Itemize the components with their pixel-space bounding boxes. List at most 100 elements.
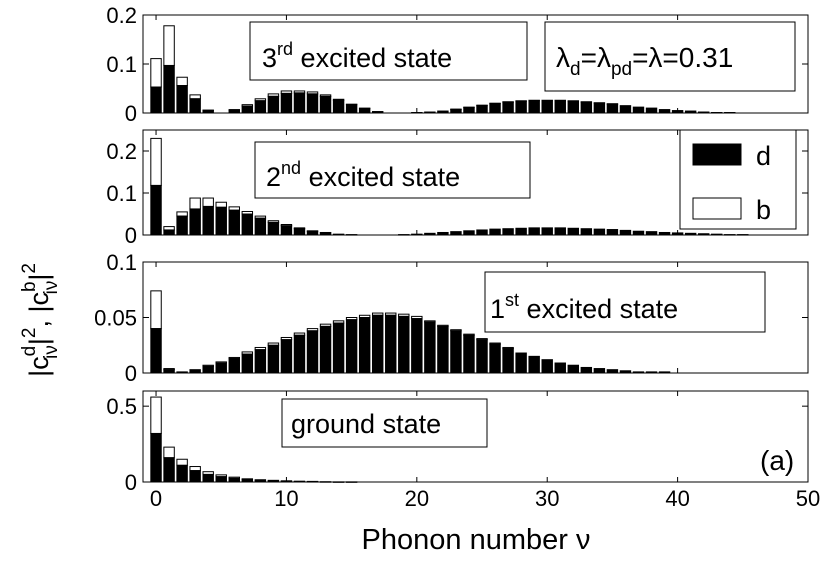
bar-b [163,446,175,459]
bar-d [489,103,501,114]
bar-b [189,197,201,210]
panel-2nd-excited-state: 0 0.1 0.2 [106,129,809,248]
bar-d [619,229,632,236]
bar-b [163,25,175,66]
bar-d [489,228,501,236]
parameter-text: λd=λpd=λ=0.31 [556,42,733,80]
bar-d [658,109,671,114]
bar-d [306,330,319,374]
bar-d [593,228,606,236]
bar-d [554,227,566,236]
bar-b [189,466,201,472]
title-box-ground: ground state [281,398,488,448]
bar-d [502,101,514,114]
bar-d [293,228,306,236]
title-box-2nd: 2nd excited state [254,141,531,199]
bar-d [515,352,527,374]
bar-d [176,85,188,114]
bar-d [515,100,527,114]
bar-d [371,314,384,374]
bar-d [580,228,593,236]
parameter-box: λd=λpd=λ=0.31 [544,21,796,92]
bar-d [150,328,162,374]
panel-label: (a) [760,445,794,476]
bar-b [150,58,162,88]
x-tick-label: 40 [665,486,689,511]
bar-d [267,344,280,374]
x-axis-label: Phonon number ν [362,524,591,556]
bar-d [189,98,201,114]
axes-frame [142,129,809,236]
bar-d [189,208,201,236]
bar-b [189,94,201,100]
bar-d [241,353,254,374]
bar-d [267,221,280,236]
bar-d [476,339,488,374]
bar-d [463,107,475,114]
y-tick-label: 0 [125,223,137,248]
y-tick-label: 0.2 [106,3,137,28]
bar-d [306,93,319,114]
bar-d [606,103,619,114]
bar-d [293,92,306,114]
legend-swatch-d [692,143,742,166]
bar-d [450,231,462,236]
axes-frame [142,390,809,483]
bar-d [593,368,606,374]
bar-d [385,314,397,374]
bar-d [345,104,358,114]
bar-d [580,101,593,114]
panel-ground-state: 0 0.5 0 10 20 30 40 50 [106,390,820,511]
bar-d [398,315,410,374]
bar-d [306,230,319,236]
bar-d [150,432,162,483]
bar-d [437,325,449,374]
bar-d [150,184,162,236]
y-tick-label: 0 [125,470,137,495]
bar-d [632,230,645,236]
title-ground-state: ground state [291,409,441,439]
title-3rd-excited-state: 3rd excited state [262,39,452,73]
bar-d [645,107,658,114]
bar-d [411,318,423,374]
bar-d [176,464,188,483]
bar-d [163,457,175,483]
bar-d [567,100,580,114]
bar-b [228,206,240,211]
bar-d [189,470,201,483]
bar-d [515,227,527,236]
bar-d [163,229,175,236]
bar-d [202,205,214,236]
bar-d [580,366,593,374]
bar-d [502,228,514,236]
bar-d [606,229,619,236]
bar-d [228,209,240,236]
bar-d [332,322,345,374]
y-tick-label: 0 [125,361,137,386]
bar-d [241,213,254,236]
bar-d [476,105,488,114]
bar-d [619,105,632,114]
bar-d [332,99,345,114]
y-tick-label: 0.1 [106,250,137,275]
y-tick-label: 0 [125,101,137,126]
panel-3rd-excited-state: 0 0.1 0.2 [106,3,809,126]
bar-d [528,227,540,236]
y-tick-label: 0.1 [106,181,137,206]
bar-d [254,217,267,236]
bar-d [176,215,188,236]
bar-d [293,334,306,374]
bar-b [202,197,214,207]
bar-d [215,206,227,236]
bar-d [463,334,475,374]
y-tick-label: 0.2 [106,139,137,164]
x-tick-label: 50 [796,486,820,511]
panel-1st-excited-state: 0 0.05 0.1 [94,250,809,386]
bar-b [150,137,162,186]
title-2nd-excited-state: 2nd excited state [266,158,460,192]
bar-d [528,355,540,374]
y-tick-label: 0.05 [94,306,137,331]
bar-d [567,364,580,374]
bar-d [215,476,227,483]
